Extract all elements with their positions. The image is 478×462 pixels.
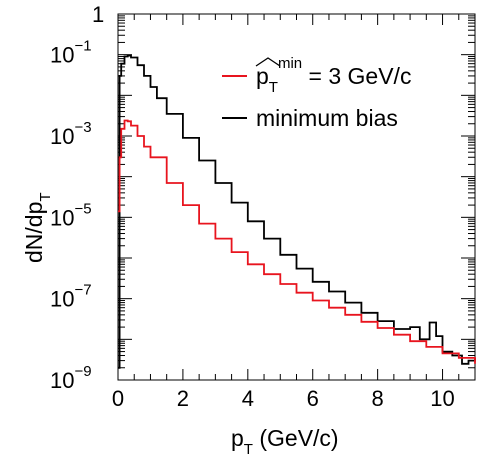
y-axis-title: dN/dpT <box>21 192 54 263</box>
y-tick-label: 10−7 <box>50 282 92 312</box>
series-line-1 <box>118 119 476 364</box>
x-tick-label: 10 <box>430 386 454 411</box>
y-tick-label: 10−5 <box>50 200 92 230</box>
y-tick-label: 10−1 <box>50 38 92 68</box>
x-axis-title: pT (GeV/c) <box>231 425 339 458</box>
legend-hat-icon <box>255 57 281 67</box>
x-tick-label: 8 <box>372 386 384 411</box>
series-line-0 <box>118 54 476 369</box>
legend-label: pTmin = 3 GeV/c <box>256 55 411 96</box>
x-tick-label: 0 <box>112 386 124 411</box>
x-tick-label: 6 <box>307 386 319 411</box>
y-tick-label: 10−9 <box>50 363 92 393</box>
legend: pTmin = 3 GeV/c minimum bias <box>222 55 411 131</box>
legend-label: minimum bias <box>256 105 398 131</box>
x-tick-label: 2 <box>177 386 189 411</box>
series-group <box>118 54 476 369</box>
axis-ticks: 0 2 4 6 8 10 110−1 10−3 10−5 10−7 10−9 <box>50 2 476 411</box>
y-tick-label: 10−3 <box>50 119 92 149</box>
x-tick-label: 4 <box>242 386 254 411</box>
y-tick-label: 1 <box>92 2 104 27</box>
